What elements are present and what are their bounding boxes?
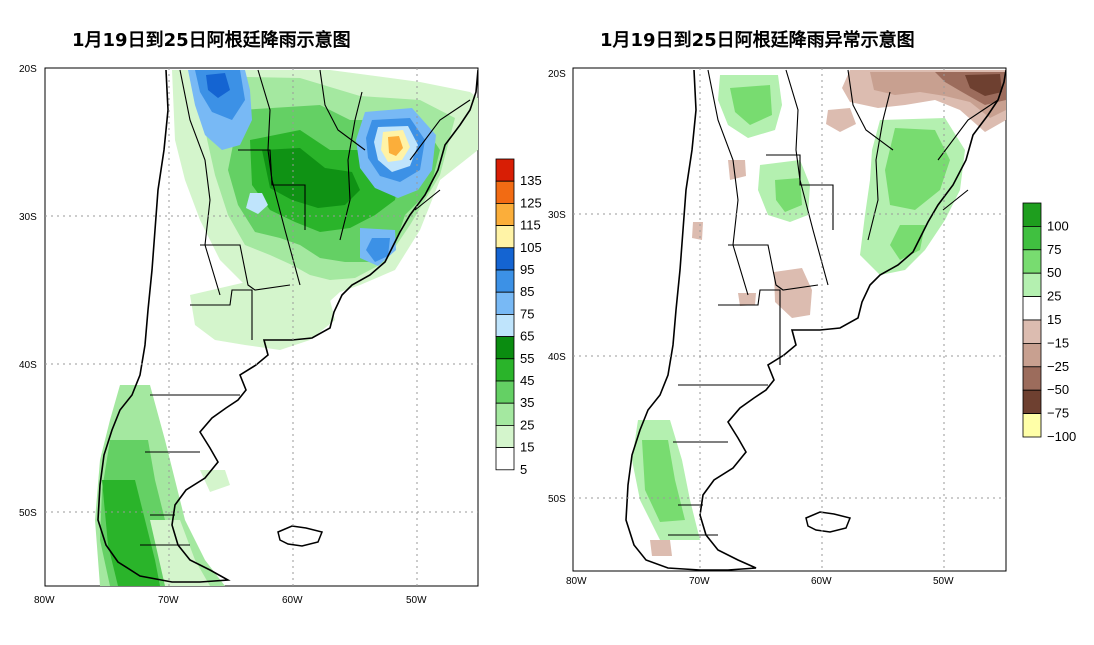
left-legend-swatch bbox=[495, 158, 515, 182]
right-legend-swatch bbox=[1022, 296, 1042, 321]
right-grid bbox=[573, 68, 1006, 571]
left-legend-swatch bbox=[495, 202, 515, 226]
right-lat-label-30s: 30S bbox=[548, 210, 566, 221]
right-legend-label: −25 bbox=[1047, 359, 1069, 374]
left-legend-swatch bbox=[495, 424, 515, 448]
left-legend-swatch bbox=[495, 447, 515, 471]
left-lon-label-70w: 70W bbox=[158, 595, 179, 606]
left-legend-swatch bbox=[495, 247, 515, 271]
left-map: 20S 30S 40S 50S 80W 70W 60W 50W 135 125 11… bbox=[19, 64, 542, 606]
left-legend-swatch bbox=[495, 291, 515, 315]
left-lon-label-80w: 80W bbox=[34, 595, 55, 606]
right-lat-label-40s: 40S bbox=[548, 352, 566, 363]
left-legend: 135 125 115 105 95 85 75 65 55 45 35 25 15 5 bbox=[495, 158, 542, 477]
left-legend-label: 125 bbox=[520, 195, 542, 210]
left-legend-swatch bbox=[495, 336, 515, 360]
left-legend-label: 15 bbox=[520, 440, 534, 455]
right-legend-swatch bbox=[1022, 389, 1042, 415]
right-legend-swatch bbox=[1022, 202, 1042, 227]
right-map: 20S 30S 40S 50S 80W 70W 60W 50W 100 75 50 2… bbox=[548, 67, 1076, 587]
left-legend-swatch bbox=[495, 180, 515, 204]
right-legend-swatch bbox=[1022, 225, 1042, 251]
left-legend-swatch bbox=[495, 402, 515, 426]
left-legend-label: 45 bbox=[520, 373, 534, 388]
right-legend-swatch bbox=[1022, 366, 1042, 391]
left-legend-swatch bbox=[495, 269, 515, 293]
left-legend-label: 25 bbox=[520, 417, 534, 432]
left-map-title: 1月19日到25日阿根廷降雨示意图 bbox=[72, 30, 351, 51]
right-anomaly-shading bbox=[632, 70, 1006, 556]
right-legend-label: 50 bbox=[1047, 265, 1061, 280]
right-legend-label: 100 bbox=[1047, 218, 1069, 233]
left-boundaries bbox=[140, 69, 471, 546]
left-lon-label-50w: 50W bbox=[406, 595, 427, 606]
left-legend-swatch bbox=[495, 358, 515, 382]
right-legend-label: −75 bbox=[1047, 406, 1069, 421]
left-legend-label: 115 bbox=[520, 218, 541, 233]
right-lat-label-50s: 50S bbox=[548, 494, 566, 505]
left-grid bbox=[45, 68, 478, 586]
right-legend-swatch bbox=[1022, 319, 1042, 344]
right-legend-label: 15 bbox=[1047, 312, 1061, 327]
left-lat-label-40s: 40S bbox=[19, 360, 37, 371]
right-legend-label: −15 bbox=[1047, 335, 1069, 350]
left-legend-label: 55 bbox=[520, 351, 534, 366]
left-falklands bbox=[277, 525, 324, 547]
right-legend-label: 25 bbox=[1047, 289, 1061, 304]
right-map-title: 1月19日到25日阿根廷降雨异常示意图 bbox=[600, 30, 915, 51]
left-lat-label-30s: 30S bbox=[19, 212, 37, 223]
right-lon-label-60w: 60W bbox=[811, 576, 832, 587]
right-legend-swatch bbox=[1022, 413, 1042, 438]
left-legend-label: 75 bbox=[520, 306, 534, 321]
right-legend: 100 75 50 25 15 −15 −25 −50 −75 −100 bbox=[1022, 202, 1076, 444]
right-coastline bbox=[625, 69, 1006, 571]
right-legend-label: 75 bbox=[1047, 242, 1061, 257]
left-coastline bbox=[97, 69, 478, 583]
left-legend-label: 95 bbox=[520, 262, 534, 277]
right-lat-label-20s: 20S bbox=[548, 69, 566, 80]
right-lon-label-70w: 70W bbox=[689, 576, 710, 587]
left-legend-label: 5 bbox=[520, 462, 527, 477]
left-legend-label: 135 bbox=[520, 173, 542, 188]
right-falklands bbox=[805, 511, 852, 533]
right-legend-swatch bbox=[1022, 249, 1042, 274]
right-lon-label-50w: 50W bbox=[933, 576, 954, 587]
right-legend-swatch bbox=[1022, 342, 1042, 368]
left-lon-label-60w: 60W bbox=[282, 595, 303, 606]
left-legend-label: 85 bbox=[520, 284, 534, 299]
left-lat-label-20s: 20S bbox=[19, 64, 37, 75]
right-legend-label: −50 bbox=[1047, 382, 1069, 397]
left-legend-swatch bbox=[495, 313, 515, 337]
right-lon-label-80w: 80W bbox=[566, 576, 587, 587]
left-legend-swatch bbox=[495, 225, 515, 249]
left-legend-swatch bbox=[495, 380, 515, 404]
right-legend-swatch bbox=[1022, 272, 1042, 298]
left-legend-label: 65 bbox=[520, 329, 534, 344]
right-legend-label: −100 bbox=[1047, 429, 1076, 444]
left-legend-label: 105 bbox=[520, 240, 542, 255]
left-legend-label: 35 bbox=[520, 395, 534, 410]
left-lat-label-50s: 50S bbox=[19, 508, 37, 519]
right-boundaries bbox=[668, 69, 999, 536]
